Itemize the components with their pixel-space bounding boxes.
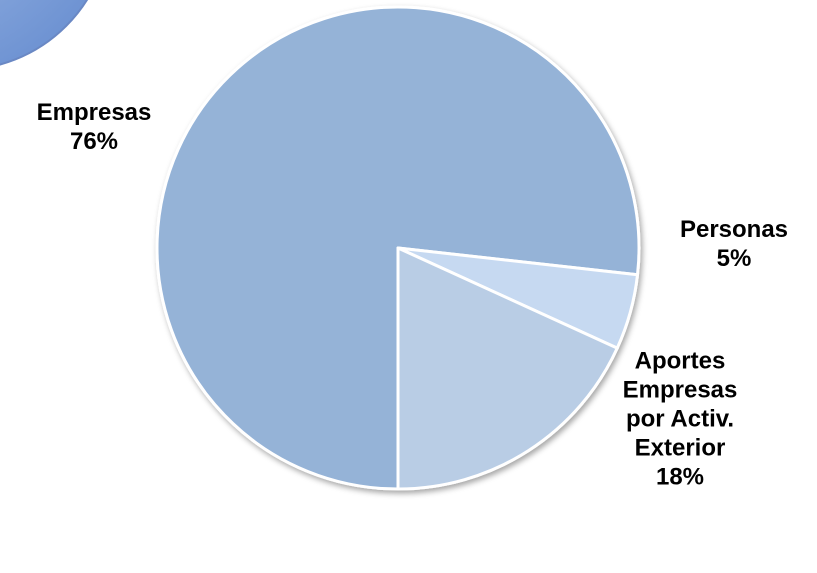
data-label-name-line: Exterior (635, 434, 726, 461)
slice-labels: Empresas 76%Personas 5%Aportes Empresas por … (37, 99, 788, 491)
data-label-name-line: Aportes (635, 347, 726, 374)
data-label-percent: 18% (656, 463, 704, 490)
data-label-name-line: por Activ. (626, 405, 734, 432)
data-label-empresas: Empresas 76% (37, 99, 152, 155)
data-label-personas: Personas 5% (680, 216, 788, 272)
pie-slice-aportes-empresas-por-activ-exterior (396, 246, 619, 491)
pie-slice-empresas (155, 5, 641, 491)
corner-decoration (0, 0, 89, 66)
data-label-name-line: Empresas (37, 99, 152, 126)
data-label-name-line: Empresas (623, 376, 738, 403)
pie-slices (155, 5, 641, 491)
data-label-name-line: Personas (680, 216, 788, 243)
data-label-percent: 76% (70, 128, 118, 155)
data-label-aportes-empresas-por-activ-exterior: Aportes Empresas por Activ. Exterior 18% (623, 347, 738, 490)
data-label-percent: 5% (717, 245, 752, 272)
